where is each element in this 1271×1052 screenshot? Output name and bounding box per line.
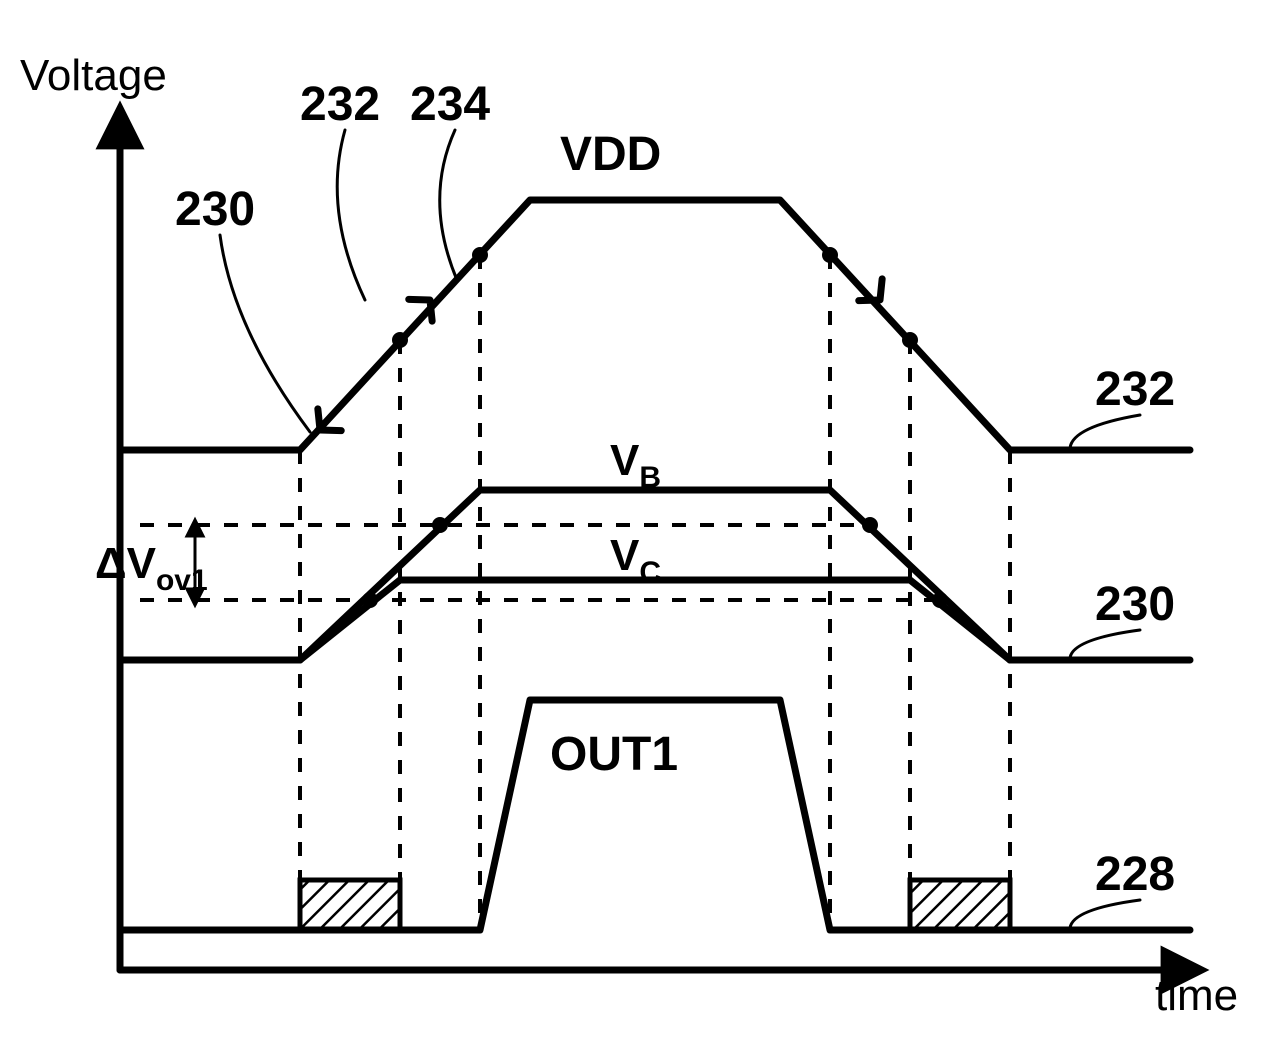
callout-230: 230: [1095, 578, 1175, 631]
timing-diagram: Voltage time ΔVov1 VDD VB VC OUT1 234230…: [0, 0, 1271, 1052]
x-axis-label: time: [1155, 971, 1238, 1020]
callouts: 234 230 232 232 230 228: [175, 78, 1175, 928]
callout-228: 228: [1095, 848, 1175, 901]
svg-text:ΔVov1: ΔVov1: [95, 539, 208, 597]
y-axis-label: Voltage: [20, 51, 167, 100]
vdd-label: VDD: [560, 128, 661, 181]
vb-label: VB: [610, 436, 661, 494]
callout-230: 230: [175, 183, 255, 236]
callout-234: 234: [410, 78, 490, 131]
dashed-verticals: [300, 255, 1010, 930]
delta-v-arrow: ΔVov1: [95, 525, 208, 600]
delta-label: ΔV: [95, 539, 157, 588]
slope-arrows: [308, 279, 891, 441]
callout-232: 232: [300, 78, 380, 131]
dashed-horizontals: [140, 525, 940, 600]
callout-232: 232: [1095, 363, 1175, 416]
delta-sub: ov1: [156, 564, 208, 597]
trace-232: [120, 200, 1190, 450]
trace-230-vc: [300, 580, 1010, 660]
hatched-regions: [300, 880, 1010, 930]
out1-label: OUT1: [550, 728, 678, 781]
